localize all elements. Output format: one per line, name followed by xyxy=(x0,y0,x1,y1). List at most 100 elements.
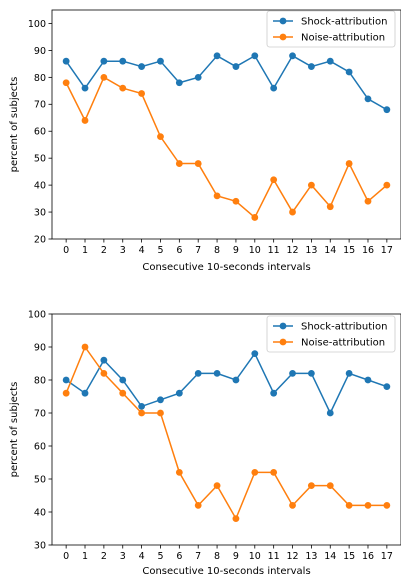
plot-frame xyxy=(51,313,401,546)
data-point xyxy=(345,502,353,509)
data-point xyxy=(119,57,127,65)
x-tick-label: 1 xyxy=(82,551,88,562)
data-point xyxy=(364,376,372,384)
x-tick-label: 9 xyxy=(233,551,239,562)
y-tick-label: 80 xyxy=(34,73,46,84)
data-point xyxy=(119,389,127,397)
data-point xyxy=(232,63,240,70)
legend-entry-label: Shock-attribution xyxy=(301,322,387,333)
x-tick-label: 6 xyxy=(176,245,182,256)
data-point xyxy=(175,160,183,167)
x-tick-label: 10 xyxy=(249,551,261,562)
data-point xyxy=(100,370,108,377)
data-point xyxy=(326,203,334,211)
data-point xyxy=(270,84,278,92)
data-point xyxy=(175,389,183,397)
x-tick-label: 0 xyxy=(63,551,69,562)
y-tick-label: 20 xyxy=(34,234,46,245)
data-point xyxy=(383,181,391,189)
x-tick-label: 12 xyxy=(286,551,298,562)
plot-frame xyxy=(51,9,401,240)
data-point xyxy=(251,350,259,357)
x-tick-label: 15 xyxy=(343,245,355,256)
x-tick-label: 8 xyxy=(214,551,220,562)
data-point xyxy=(251,214,259,221)
y-tick-label: 30 xyxy=(34,207,46,218)
y-tick-label: 90 xyxy=(34,342,46,353)
legend-entry-label: Shock-attribution xyxy=(301,17,387,28)
data-point xyxy=(270,469,278,476)
data-point xyxy=(232,376,240,384)
y-tick-label: 40 xyxy=(34,181,46,192)
x-tick-label: 2 xyxy=(101,245,107,256)
data-point xyxy=(345,370,353,377)
x-tick-label: 10 xyxy=(249,245,261,256)
x-tick-label: 11 xyxy=(268,245,280,256)
x-axis-label: Consecutive 10-seconds intervals xyxy=(142,262,310,273)
x-tick-label: 1 xyxy=(82,245,88,256)
y-axis-label: percent of subjects xyxy=(9,382,20,478)
data-point xyxy=(383,502,391,509)
x-tick-label: 5 xyxy=(157,551,163,562)
x-axis-label: Consecutive 10-seconds intervals xyxy=(142,566,310,576)
y-tick-label: 60 xyxy=(34,441,46,452)
x-tick-label: 2 xyxy=(101,551,107,562)
x-tick-label: 13 xyxy=(305,551,317,562)
data-point xyxy=(157,409,164,417)
data-point xyxy=(194,502,202,509)
data-point xyxy=(289,52,296,60)
data-point xyxy=(100,57,108,65)
x-tick-label: 17 xyxy=(381,551,393,562)
data-point xyxy=(251,469,259,476)
y-tick-label: 100 xyxy=(28,19,46,30)
x-tick-label: 7 xyxy=(195,551,201,562)
x-tick-label: 0 xyxy=(63,245,69,256)
data-point xyxy=(326,409,334,417)
data-point xyxy=(81,389,89,397)
data-point xyxy=(251,52,259,60)
data-point xyxy=(157,133,164,141)
data-point xyxy=(289,370,296,377)
data-point xyxy=(138,90,146,97)
y-tick-label: 70 xyxy=(34,408,46,419)
data-point xyxy=(345,68,353,76)
data-point xyxy=(364,502,372,509)
y-tick-label: 40 xyxy=(34,507,46,518)
series-line-1 xyxy=(65,352,388,415)
data-point xyxy=(194,160,202,167)
data-point xyxy=(62,376,70,384)
x-tick-label: 17 xyxy=(381,245,393,256)
x-tick-label: 16 xyxy=(362,551,374,562)
data-point xyxy=(307,63,315,70)
data-point xyxy=(119,84,127,92)
data-point xyxy=(81,84,89,92)
series-line-2 xyxy=(65,345,387,521)
y-axis-label: percent of subjects xyxy=(9,77,20,173)
x-tick-label: 15 xyxy=(343,551,355,562)
x-tick-label: 13 xyxy=(305,245,317,256)
data-point xyxy=(157,396,164,404)
data-point xyxy=(194,370,202,377)
legend-entry-label: Noise-attribution xyxy=(301,338,385,349)
data-point xyxy=(213,192,221,200)
data-point xyxy=(157,57,164,65)
data-point xyxy=(62,57,70,65)
x-tick-label: 3 xyxy=(120,551,126,562)
data-point xyxy=(213,482,221,489)
data-point xyxy=(270,176,278,184)
x-tick-label: 3 xyxy=(120,245,126,256)
data-point xyxy=(289,208,296,216)
legend-box xyxy=(266,315,396,353)
data-point xyxy=(307,482,315,489)
x-tick-label: 7 xyxy=(195,245,201,256)
data-point xyxy=(270,389,278,397)
x-tick-label: 5 xyxy=(157,245,163,256)
data-point xyxy=(307,370,315,377)
data-point xyxy=(326,57,334,65)
data-point xyxy=(138,63,146,70)
y-tick-label: 70 xyxy=(34,100,46,111)
legend-marker xyxy=(279,322,287,330)
y-tick-label: 90 xyxy=(34,46,46,57)
y-tick-label: 50 xyxy=(34,154,46,165)
